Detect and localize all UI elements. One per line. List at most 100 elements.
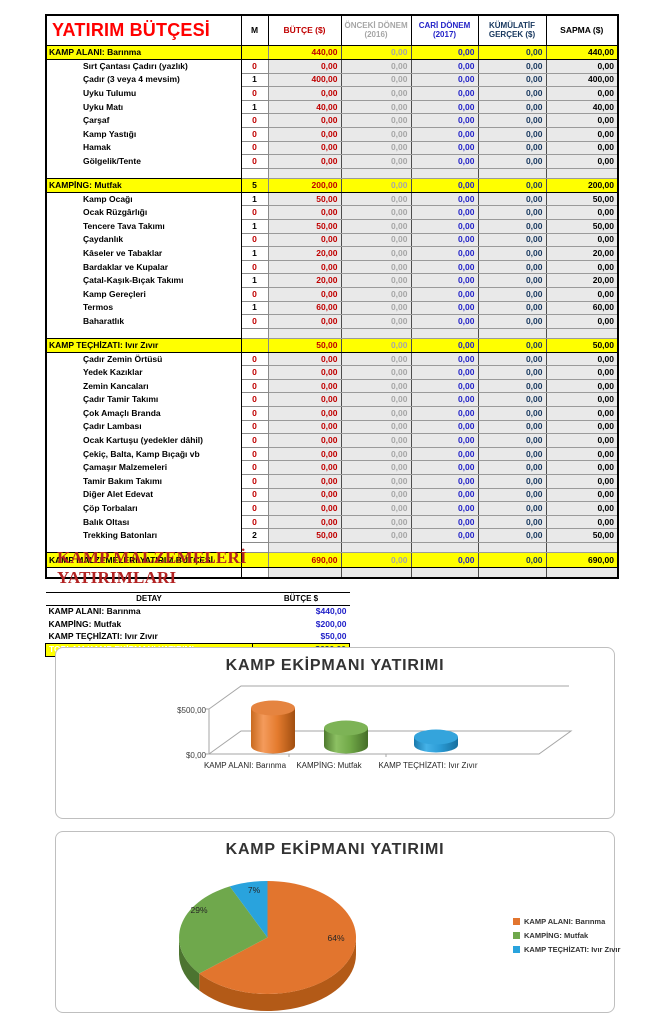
cell-item-name[interactable] xyxy=(46,168,242,179)
cell-m[interactable] xyxy=(240,552,269,568)
cell-item-name[interactable]: Çarşaf xyxy=(46,113,242,128)
cell-sapma[interactable]: 0,00 xyxy=(545,501,619,516)
cell-cari[interactable]: 0,00 xyxy=(410,286,479,302)
cell-m[interactable]: 1 xyxy=(240,246,269,261)
cell-item-name[interactable]: Ocak Rüzgârlığı xyxy=(46,205,242,220)
cell-cari[interactable]: 0,00 xyxy=(410,154,479,169)
cell-onceki[interactable]: 0,00 xyxy=(340,246,412,261)
cell-kumulatif[interactable]: 0,00 xyxy=(477,191,547,207)
cell-m[interactable]: 0 xyxy=(240,474,269,489)
cell-sapma[interactable]: 690,00 xyxy=(545,552,619,568)
cell-onceki[interactable] xyxy=(340,167,412,179)
cell-onceki[interactable]: 0,00 xyxy=(340,378,412,394)
cell-kumulatif[interactable]: 0,00 xyxy=(477,154,547,169)
cell-item-name[interactable]: Çadır Tamir Takımı xyxy=(46,392,242,407)
cell-sapma[interactable]: 0,00 xyxy=(545,419,619,435)
cell-onceki[interactable]: 0,00 xyxy=(340,205,412,220)
cell-m[interactable]: 1 xyxy=(240,72,269,88)
cell-onceki[interactable]: 0,00 xyxy=(340,72,412,88)
cell-m[interactable]: 5 xyxy=(240,177,269,193)
cell-sapma[interactable]: 0,00 xyxy=(545,474,619,489)
cell-onceki[interactable]: 0,00 xyxy=(340,286,412,302)
cell-butce[interactable]: 0,00 xyxy=(267,392,342,408)
cell-m[interactable]: 0 xyxy=(240,259,269,275)
cell-sapma[interactable]: 50,00 xyxy=(545,337,619,353)
cell-m[interactable]: 1 xyxy=(240,300,269,316)
cell-cari[interactable]: 0,00 xyxy=(410,552,479,568)
summary-cell-name[interactable]: KAMP TEÇHİZATI: Ivır Zıvır xyxy=(48,630,158,641)
cell-sapma[interactable] xyxy=(545,567,619,579)
cell-item-name[interactable]: Uyku Matı xyxy=(46,100,242,114)
cell-butce[interactable]: 50,00 xyxy=(267,337,342,353)
cell-sapma[interactable]: 0,00 xyxy=(545,126,619,142)
cell-sapma[interactable] xyxy=(545,542,619,553)
summary-column-budget[interactable]: BÜTÇE $ xyxy=(252,592,350,606)
cell-cari[interactable]: 0,00 xyxy=(410,177,479,193)
cell-sapma[interactable]: 50,00 xyxy=(545,191,619,207)
cell-butce[interactable]: 50,00 xyxy=(267,191,342,207)
cell-kumulatif[interactable]: 0,00 xyxy=(477,501,547,516)
cell-onceki[interactable]: 0,00 xyxy=(340,259,412,275)
cell-item-name[interactable]: Çekiç, Balta, Kamp Bıçağı vb xyxy=(46,447,242,461)
cell-item-name[interactable]: Yedek Kazıklar xyxy=(46,365,242,380)
cell-sapma[interactable]: 0,00 xyxy=(545,154,619,169)
cell-butce[interactable]: 0,00 xyxy=(267,286,342,302)
cell-onceki[interactable]: 0,00 xyxy=(340,365,412,380)
cell-item-name[interactable]: Uyku Tulumu xyxy=(46,86,242,101)
cell-m[interactable]: 0 xyxy=(240,351,269,367)
cell-cari[interactable]: 0,00 xyxy=(410,487,479,503)
cell-m[interactable]: 0 xyxy=(240,232,269,248)
cell-cari[interactable]: 0,00 xyxy=(410,218,479,234)
column-header-cari[interactable]: CARİ DÖNEM (2017) xyxy=(410,14,479,46)
cell-m[interactable]: 1 xyxy=(240,99,269,115)
cell-item-name[interactable]: Çadır Lambası xyxy=(46,420,242,434)
cell-onceki[interactable]: 0,00 xyxy=(340,474,412,489)
cell-m[interactable] xyxy=(240,45,269,60)
cell-kumulatif[interactable]: 0,00 xyxy=(477,314,547,329)
cell-item-name[interactable]: Balık Oltası xyxy=(46,515,242,529)
cell-kumulatif[interactable]: 0,00 xyxy=(477,205,547,220)
cell-onceki[interactable]: 0,00 xyxy=(340,86,412,101)
cell-m[interactable]: 0 xyxy=(240,113,269,128)
cell-cari[interactable]: 0,00 xyxy=(410,474,479,489)
cell-kumulatif[interactable]: 0,00 xyxy=(477,406,547,421)
cell-kumulatif[interactable]: 0,00 xyxy=(477,273,547,288)
cell-cari[interactable]: 0,00 xyxy=(410,45,479,60)
cell-m[interactable]: 0 xyxy=(240,286,269,302)
cell-butce[interactable]: 0,00 xyxy=(267,514,342,530)
cell-sapma[interactable]: 0,00 xyxy=(545,86,619,101)
cell-item-name[interactable]: Çadır Zemin Örtüsü xyxy=(46,352,242,366)
cell-sapma[interactable]: 0,00 xyxy=(545,433,619,448)
cell-item-name[interactable]: KAMP ALANI: Barınma xyxy=(46,45,242,60)
cell-cari[interactable] xyxy=(410,567,479,579)
cell-m[interactable] xyxy=(240,337,269,353)
summary-cell-name[interactable]: KAMP ALANI: Barınma xyxy=(48,606,141,617)
cell-item-name[interactable] xyxy=(46,328,242,339)
cell-cari[interactable]: 0,00 xyxy=(410,246,479,261)
cell-butce[interactable]: 0,00 xyxy=(267,460,342,476)
cell-onceki[interactable]: 0,00 xyxy=(340,177,412,193)
cell-cari[interactable]: 0,00 xyxy=(410,314,479,329)
cell-m[interactable]: 0 xyxy=(240,460,269,476)
cell-sapma[interactable]: 0,00 xyxy=(545,446,619,462)
column-header-sapma[interactable]: SAPMA ($) xyxy=(545,14,619,46)
cell-kumulatif[interactable]: 0,00 xyxy=(477,300,547,316)
cell-cari[interactable]: 0,00 xyxy=(410,433,479,448)
cell-cari[interactable]: 0,00 xyxy=(410,126,479,142)
cell-sapma[interactable]: 50,00 xyxy=(545,218,619,234)
cell-kumulatif[interactable]: 0,00 xyxy=(477,86,547,101)
cell-kumulatif[interactable]: 0,00 xyxy=(477,351,547,367)
summary-cell-name[interactable]: KAMPİNG: Mutfak xyxy=(48,618,122,629)
cell-cari[interactable]: 0,00 xyxy=(410,406,479,421)
cell-cari[interactable]: 0,00 xyxy=(410,365,479,380)
cell-item-name[interactable]: Kamp Ocağı xyxy=(46,192,242,206)
cell-sapma[interactable] xyxy=(545,167,619,179)
cell-kumulatif[interactable]: 0,00 xyxy=(477,337,547,353)
cell-item-name[interactable]: Çamaşır Malzemeleri xyxy=(46,460,242,475)
bar-chart-panel[interactable]: KAMP EKİPMANI YATIRIMI xyxy=(55,647,615,819)
cell-kumulatif[interactable]: 0,00 xyxy=(477,552,547,568)
cell-item-name[interactable]: Baharatlık xyxy=(46,314,242,329)
summary-column-detail[interactable]: DETAY xyxy=(45,592,253,606)
cell-onceki[interactable]: 0,00 xyxy=(340,273,412,288)
cell-item-name[interactable]: Bardaklar ve Kupalar xyxy=(46,260,242,274)
